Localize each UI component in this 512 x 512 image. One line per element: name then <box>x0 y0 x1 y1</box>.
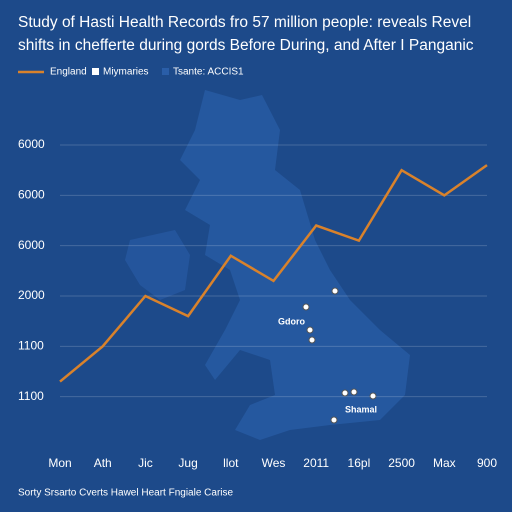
y-tick-label: 1100 <box>18 339 44 353</box>
point <box>330 416 338 424</box>
point <box>350 388 358 396</box>
series-line <box>59 164 488 383</box>
x-tick-label: 2011 <box>303 456 329 470</box>
x-tick-label: Mon <box>48 456 71 470</box>
point <box>331 287 339 295</box>
y-tick-label: 6000 <box>18 188 45 202</box>
legend-square <box>92 68 99 75</box>
point <box>306 326 314 334</box>
legend-label: Miymaries <box>103 67 149 78</box>
x-tick-label: Ath <box>94 456 112 470</box>
x-tick-label: Jic <box>138 456 153 470</box>
legend-square <box>162 68 169 75</box>
y-tick-label: 2000 <box>18 288 45 302</box>
point <box>341 389 349 397</box>
annotation: Shamal <box>345 404 377 414</box>
footer: Sorty Srsarto Cverts Hawel Heart Fngiale… <box>18 488 234 499</box>
chart-title: Study of Hasti Health Records fro 57 mil… <box>18 14 471 31</box>
legend-label: England <box>50 67 87 78</box>
x-tick-label: 16pl <box>348 456 371 470</box>
x-tick-label: Jug <box>178 456 197 470</box>
map-points <box>302 287 377 424</box>
map-ireland <box>125 230 190 300</box>
y-tick-label: 1100 <box>18 389 44 403</box>
map-britain <box>180 90 410 440</box>
y-tick-label: 6000 <box>18 238 45 252</box>
point <box>302 303 310 311</box>
x-tick-label: 2500 <box>388 456 415 470</box>
x-tick-label: Wes <box>262 456 286 470</box>
point <box>308 336 316 344</box>
legend-label: Tsante: ACCIS1 <box>173 67 244 78</box>
x-tick-label: 900 <box>477 456 497 470</box>
y-tick-label: 6000 <box>18 137 45 151</box>
point <box>369 392 377 400</box>
annotation: Gdoro <box>278 316 305 326</box>
chart-subtitle: shifts in chefferte during gords Before … <box>18 37 474 54</box>
x-tick-label: llot <box>223 456 239 470</box>
x-tick-label: Max <box>433 456 456 470</box>
